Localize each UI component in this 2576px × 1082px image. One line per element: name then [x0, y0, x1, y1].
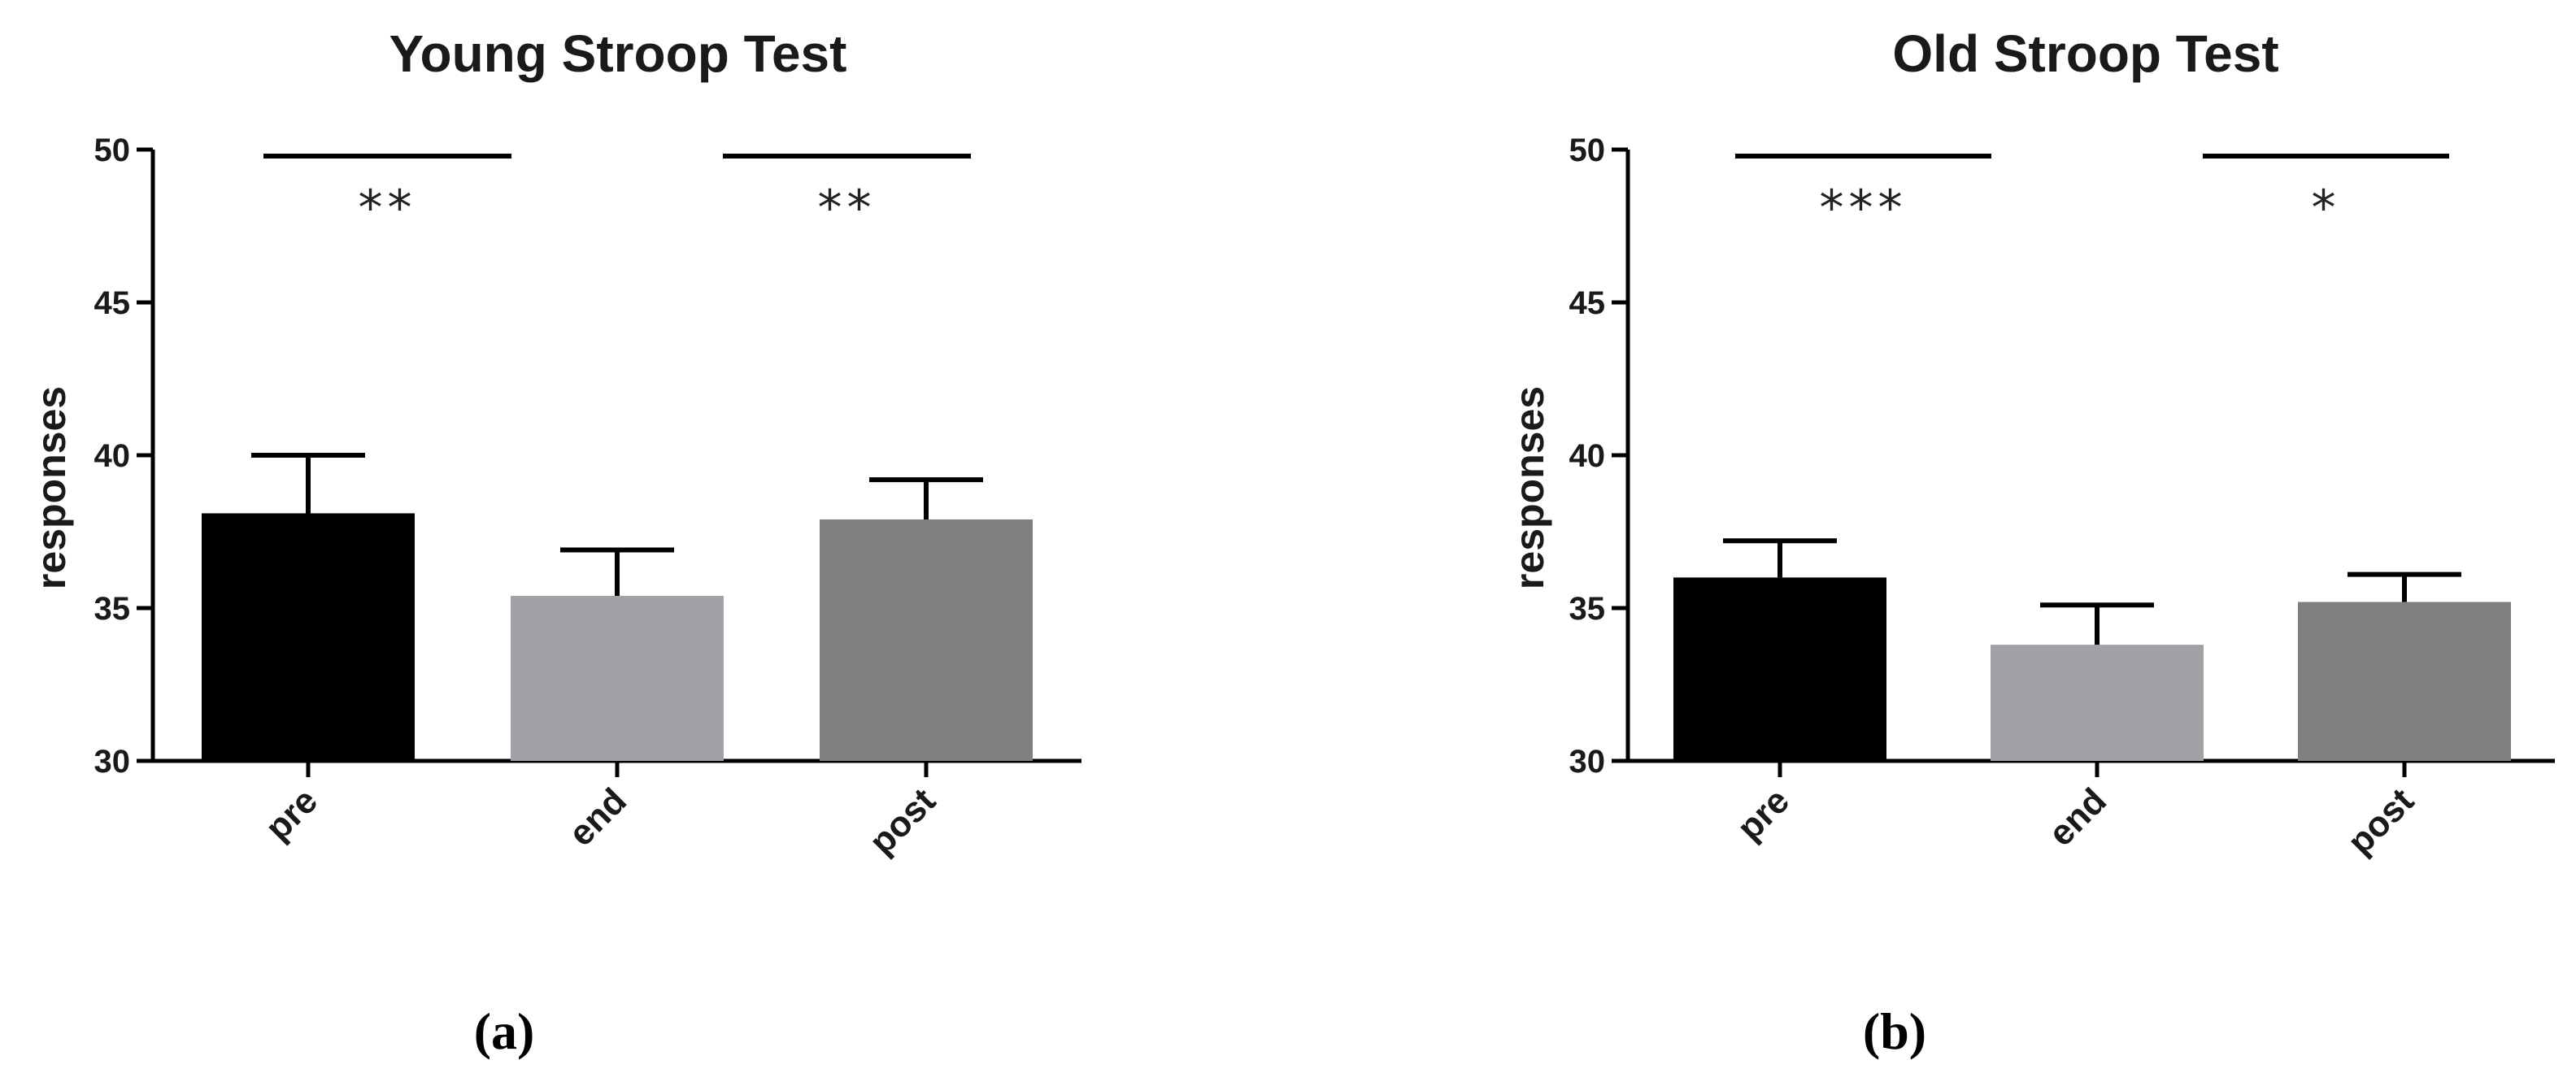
y-tick-label: 45 — [94, 285, 131, 321]
chart-title: Young Stroop Test — [389, 24, 847, 83]
bar-pre — [1673, 577, 1886, 761]
y-tick-label: 35 — [1569, 591, 1606, 627]
significance-label: * — [2312, 180, 2341, 237]
y-axis-label: responses — [28, 386, 74, 589]
panel-label: (a) — [474, 1002, 535, 1060]
significance-label: *** — [1820, 180, 1908, 237]
significance-label: ** — [359, 180, 417, 237]
x-tick-label-pre: pre — [258, 780, 325, 848]
y-tick-label: 35 — [94, 591, 131, 627]
y-tick-label: 40 — [94, 438, 131, 474]
chart-title: Old Stroop Test — [1892, 24, 2278, 83]
x-tick-label-end: end — [2041, 780, 2114, 854]
bar-post — [2298, 602, 2511, 761]
y-tick-label: 40 — [1569, 438, 1606, 474]
y-tick-label: 30 — [94, 744, 131, 780]
y-tick-label: 50 — [94, 133, 131, 168]
y-tick-label: 30 — [1569, 744, 1606, 780]
y-axis-label: responses — [1507, 386, 1552, 589]
y-tick-label: 50 — [1569, 133, 1606, 168]
x-tick-label-end: end — [561, 780, 634, 854]
chart-panel-b: Old Stroop Test 30 35 40 45 50 responses pre end… — [1507, 24, 2555, 1060]
x-tick-label-post: post — [862, 780, 944, 863]
bar-end — [511, 595, 724, 761]
chart-panel-a: Young Stroop Test 30 35 40 45 50 responses pre e… — [28, 24, 1081, 1060]
significance-label: ** — [818, 180, 877, 237]
x-tick-label-pre: pre — [1730, 780, 1797, 848]
bar-post — [820, 519, 1033, 761]
bar-pre — [202, 513, 415, 761]
panel-label: (b) — [1863, 1002, 1926, 1060]
y-tick-label: 45 — [1569, 285, 1606, 321]
bar-end — [1991, 645, 2204, 761]
x-tick-label-post: post — [2340, 780, 2422, 863]
